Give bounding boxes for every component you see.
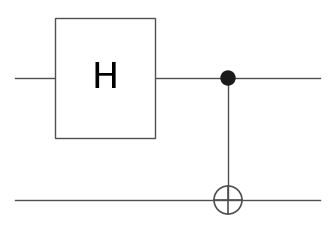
Bar [55,18,155,138]
Text: H: H [92,61,119,95]
Circle shape [221,71,235,85]
